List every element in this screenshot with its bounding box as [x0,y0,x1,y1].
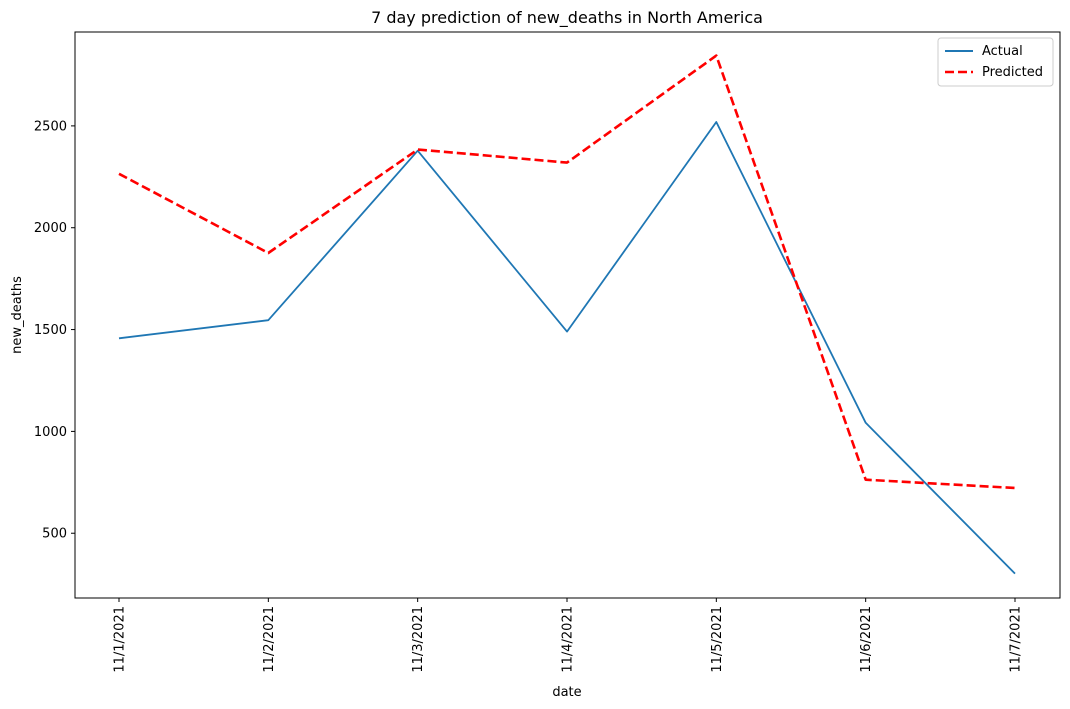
x-tick-label: 11/5/2021 [710,606,725,673]
y-tick-label: 1500 [34,323,67,338]
y-tick-label: 2000 [34,221,67,236]
series-line-predicted [118,54,1016,490]
legend-label-actual: Actual [982,44,1023,59]
chart-title: 7 day prediction of new_deaths in North … [371,8,763,28]
x-tick-label: 11/3/2021 [411,606,426,673]
y-axis-label: new_deaths [10,276,25,354]
legend-label-predicted: Predicted [982,65,1043,80]
x-tick-label: 11/2/2021 [262,606,277,673]
x-tick-label: 11/6/2021 [859,606,874,673]
series-layer [118,54,1016,575]
series-line-actual [118,121,1016,575]
y-tick-label: 2500 [34,119,67,134]
y-tick-label: 1000 [34,425,67,440]
x-axis: 11/1/2021 11/2/2021 11/3/2021 11/4/2021 11/5… [113,598,1024,673]
x-tick-label: 11/7/2021 [1009,606,1024,673]
x-tick-label: 11/4/2021 [561,606,576,673]
plot-frame [74,31,1061,599]
x-axis-label: date [552,685,581,700]
y-tick-label: 500 [42,527,67,542]
legend: Actual Predicted [937,37,1054,87]
x-tick-label: 11/1/2021 [113,606,128,673]
y-axis: 500 1000 1500 2000 2500 [34,119,75,542]
